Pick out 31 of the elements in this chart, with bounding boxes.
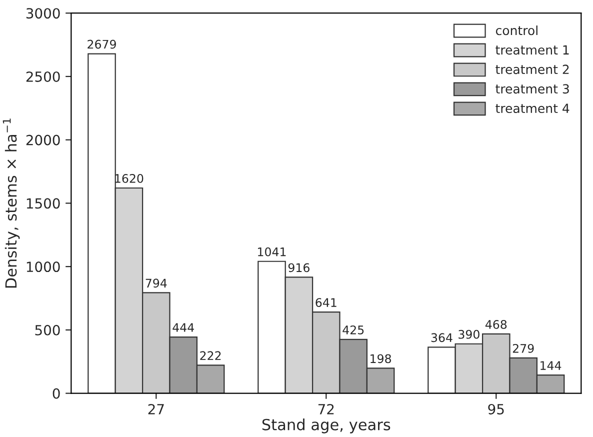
data-label: 2679 (88, 40, 116, 49)
y-axis-title: Density, stems × ha$^{−1}$ (2, 118, 20, 288)
data-label: 916 (288, 263, 310, 272)
data-label: 425 (342, 325, 364, 334)
data-label: 444 (172, 323, 194, 332)
data-label: 364 (431, 333, 452, 342)
legend-label: treatment 1 (496, 45, 569, 55)
y-tick-label: 0 (52, 388, 60, 399)
data-label: 198 (370, 354, 392, 364)
y-tick-label: 1000 (26, 262, 60, 272)
y-tick-label: 3000 (26, 8, 60, 19)
data-label: 468 (485, 320, 507, 329)
y-tick-label: 2500 (26, 71, 60, 82)
y-tick-label: 2000 (26, 134, 60, 146)
x-tick-label: 95 (488, 404, 504, 414)
x-axis-title: Stand age, years (262, 418, 390, 434)
legend-label: treatment 2 (496, 64, 569, 74)
legend-label: treatment 4 (496, 104, 570, 114)
legend-label: treatment 3 (496, 84, 569, 94)
x-tick-label: 72 (318, 404, 334, 414)
data-label: 390 (458, 330, 480, 339)
data-label: 641 (316, 298, 336, 307)
data-label: 279 (512, 344, 534, 353)
legend-label: control (496, 25, 538, 36)
x-tick-label: 27 (148, 404, 164, 414)
y-tick-label: 1500 (26, 198, 60, 209)
data-label: 222 (200, 351, 221, 360)
data-label: 1041 (258, 247, 286, 256)
y-tick-label: 500 (35, 324, 60, 336)
data-label: 794 (146, 278, 167, 288)
data-label: 144 (540, 361, 562, 370)
